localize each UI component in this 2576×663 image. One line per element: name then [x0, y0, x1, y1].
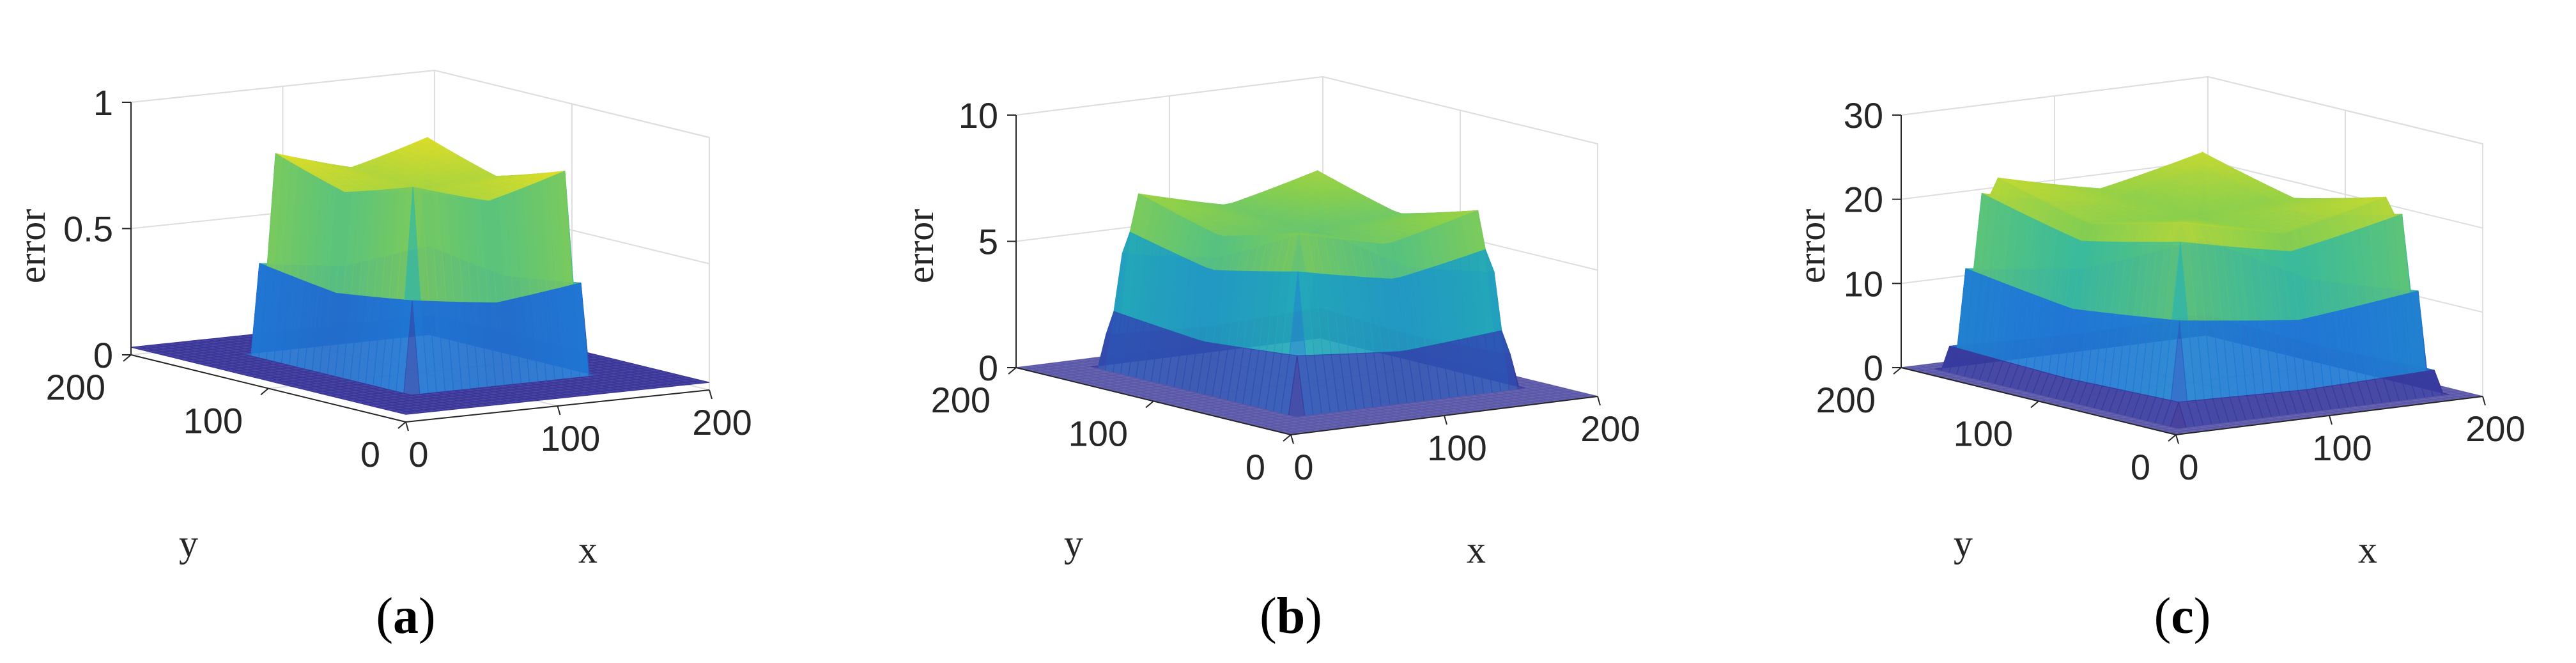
y-tick-label: 100	[183, 401, 243, 441]
z-gridline	[1015, 75, 1598, 144]
x-tick-mark	[1444, 415, 1447, 425]
panel-c-xlabel: x	[2358, 529, 2377, 571]
y-tick-label: 100	[1068, 414, 1128, 454]
z-tick-label: 10	[959, 95, 998, 136]
x-tick-mark	[557, 405, 561, 416]
z-gridline	[1901, 75, 2483, 144]
panel-a-caption: (a)	[376, 588, 435, 644]
x-tick-mark	[405, 421, 409, 432]
panel-b-xlabel: x	[1467, 529, 1486, 571]
y-tick-mark	[1145, 400, 1154, 409]
panel-a-ylabel: y	[179, 522, 198, 565]
x-tick-label: 200	[1580, 409, 1640, 449]
y-tick-mark	[397, 421, 406, 429]
z-tick-label: 20	[1844, 180, 1883, 220]
panel-b-surface	[1015, 169, 1598, 435]
x-tick-mark	[2329, 415, 2333, 425]
panel-a-surface	[130, 137, 710, 415]
panel-c-ylabel: y	[1954, 522, 1973, 565]
x-tick-label: 100	[541, 418, 600, 458]
panel-c-zlabel: error	[1791, 209, 1833, 284]
y-tick-mark	[1283, 434, 1292, 442]
y-tick-mark	[2030, 400, 2039, 409]
x-tick-mark	[1290, 434, 1294, 444]
y-tick-mark	[1893, 367, 1902, 375]
z-tick-label: 0.5	[63, 209, 113, 249]
z-tick-label: 0	[93, 335, 113, 375]
panel-c-surface	[1901, 152, 2483, 435]
x-tick-label: 100	[2312, 428, 2372, 468]
panel-b-ylabel: y	[1064, 522, 1083, 565]
x-tick-mark	[2175, 434, 2179, 444]
panel-a-zlabel: error	[11, 209, 53, 284]
z-tick-label: 30	[1844, 95, 1883, 136]
y-tick-mark	[1008, 367, 1017, 375]
x-tick-label: 0	[2179, 447, 2198, 487]
panel-a-xlabel: x	[578, 529, 598, 571]
y-tick-label: 0	[1246, 447, 1265, 487]
y-tick-mark	[260, 387, 269, 396]
z-tick-label: 1	[93, 82, 113, 123]
surface-patch	[397, 411, 415, 415]
x-tick-mark	[1597, 396, 1601, 406]
x-tick-label: 0	[1293, 447, 1313, 487]
x-tick-mark	[2482, 396, 2486, 406]
x-tick-label: 200	[692, 402, 752, 442]
z-gridline	[130, 69, 710, 138]
panel-c-caption: (c)	[2154, 588, 2211, 644]
x-tick-mark	[709, 389, 713, 400]
z-tick-label: 10	[1844, 263, 1883, 304]
z-tick-label: 0	[978, 348, 998, 388]
panel-b-zlabel: error	[899, 209, 941, 284]
y-tick-label: 100	[1954, 414, 2013, 454]
y-tick-label: 200	[931, 380, 991, 420]
y-tick-label: 0	[2131, 447, 2150, 487]
y-tick-label: 0	[360, 434, 380, 474]
x-tick-label: 100	[1427, 428, 1486, 468]
y-tick-label: 200	[46, 367, 105, 407]
z-tick-label: 0	[1863, 348, 1883, 388]
z-tick-label: 5	[978, 222, 998, 262]
panel-b-caption: (b)	[1260, 588, 1322, 644]
y-tick-mark	[123, 354, 132, 362]
x-tick-label: 0	[408, 434, 428, 474]
x-tick-label: 200	[2465, 409, 2525, 449]
y-tick-mark	[2168, 434, 2177, 442]
